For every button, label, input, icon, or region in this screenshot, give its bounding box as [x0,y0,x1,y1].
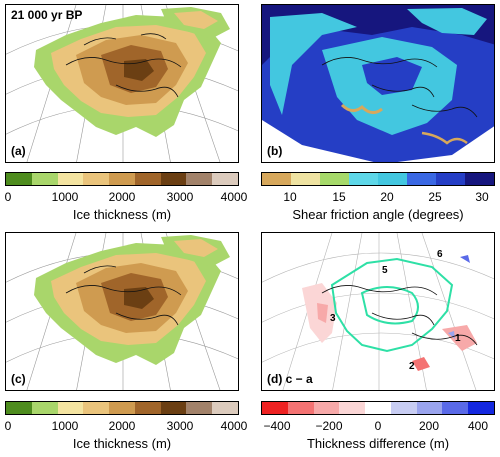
annotation-5: 5 [382,265,388,276]
annotation-6: 6 [437,249,443,260]
ice-thickness-map-a [6,5,238,162]
colorbar-swatch-3 [83,173,110,185]
colorbar-swatch-3 [339,402,366,414]
cbar-diff-tick-0: −400 [263,419,291,433]
cbar-top-left-tick-2: 2000 [108,190,136,204]
panel-a-map: 21 000 yr BP (a) [5,4,239,163]
colorbar-swatch-1 [31,173,58,185]
colorbar-swatch-1 [291,173,320,185]
colorbar-swatch-7 [186,402,213,414]
shear-friction-label: Shear friction angle (degrees) [292,207,464,222]
colorbar-swatch-7 [186,173,213,185]
ice-thickness-label-top: Ice thickness (m) [72,207,172,222]
colorbar-swatch-5 [407,173,436,185]
cbar-shear-tick-2: 20 [380,190,394,204]
colorbar-swatch-6 [160,402,187,414]
colorbar-swatch-8 [212,173,239,185]
annotation-2: 2 [409,361,415,372]
colorbar-swatch-1 [287,402,314,414]
colorbar-swatch-6 [416,402,443,414]
cbar-bottom-left-tick-1: 1000 [51,419,79,433]
colorbar-swatch-3 [349,173,378,185]
cbar-diff-tick-2: 0 [374,419,382,433]
panel-d-label: (d) c − a [267,372,313,386]
thickness-difference-label: Thickness difference (m) [306,436,450,451]
colorbar-swatch-0 [6,402,32,414]
colorbar-swatch-8 [468,402,495,414]
thickness-difference-colorbar [261,401,495,415]
colorbar-swatch-5 [134,173,161,185]
colorbar-swatch-4 [378,173,407,185]
cbar-top-left-tick-3: 3000 [166,190,194,204]
colorbar-swatch-4 [365,402,391,414]
cbar-top-left-tick-4: 4000 [220,190,248,204]
cbar-top-left-tick-0: 0 [4,190,12,204]
thickness-difference-map-d [262,233,494,390]
panel-c-map: (c) [5,232,239,391]
colorbar-swatch-2 [313,402,340,414]
panel-b-label: (b) [267,144,283,158]
cbar-bottom-left-tick-2: 2000 [108,419,136,433]
colorbar-swatch-3 [83,402,110,414]
ice-thickness-map-c [6,233,238,390]
colorbar-swatch-8 [212,402,239,414]
cbar-shear-tick-0: 10 [283,190,297,204]
colorbar-swatch-5 [134,402,161,414]
shear-friction-colorbar [261,172,495,186]
cbar-diff-tick-1: −200 [315,419,343,433]
cbar-shear-tick-1: 15 [332,190,346,204]
colorbar-swatch-1 [31,402,58,414]
cbar-shear-tick-3: 25 [428,190,442,204]
colorbar-swatch-6 [436,173,465,185]
panel-c-label: (c) [11,372,26,386]
ice-thickness-label-bottom: Ice thickness (m) [72,436,172,451]
colorbar-swatch-2 [57,173,84,185]
colorbar-swatch-2 [57,402,84,414]
panel-b-map: (b) [261,4,495,163]
panel-d-map: 6 5 3 1 2 (d) c − a [261,232,495,391]
colorbar-swatch-6 [160,173,187,185]
ice-thickness-colorbar-bottom [5,401,239,415]
cbar-diff-tick-4: 400 [467,419,489,433]
annotation-3: 3 [330,313,336,324]
time-label: 21 000 yr BP [11,8,83,22]
cbar-bottom-left-tick-3: 3000 [166,419,194,433]
annotation-1: 1 [455,333,461,344]
ice-thickness-colorbar-top [5,172,239,186]
cbar-shear-tick-4: 30 [475,190,489,204]
colorbar-swatch-7 [465,173,494,185]
colorbar-swatch-5 [390,402,417,414]
colorbar-swatch-4 [109,402,135,414]
cbar-diff-tick-3: 200 [418,419,440,433]
cbar-top-left-tick-1: 1000 [51,190,79,204]
cbar-bottom-left-tick-4: 4000 [220,419,248,433]
colorbar-swatch-0 [262,402,288,414]
cbar-bottom-left-tick-0: 0 [4,419,12,433]
shear-friction-map-b [262,5,494,162]
panel-a-label: (a) [11,144,26,158]
colorbar-swatch-7 [442,402,469,414]
colorbar-swatch-2 [320,173,349,185]
colorbar-swatch-0 [6,173,32,185]
colorbar-swatch-4 [109,173,135,185]
colorbar-swatch-0 [262,173,291,185]
